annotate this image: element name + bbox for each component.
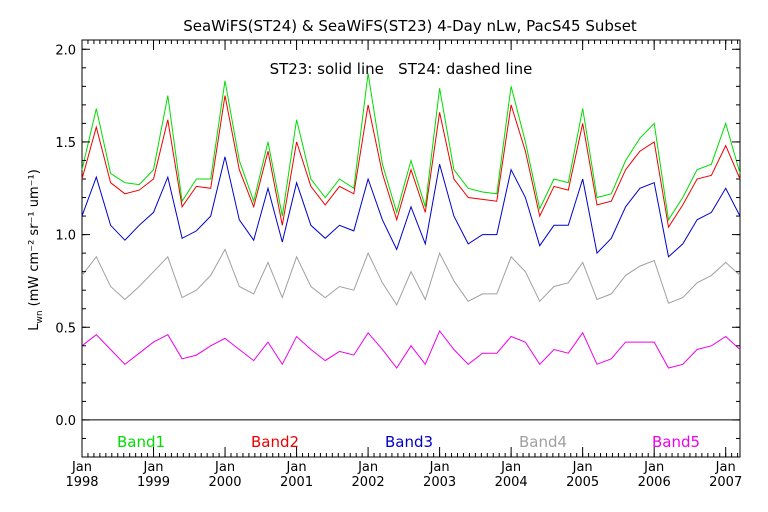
x-tick-month: Jan	[572, 460, 593, 475]
y-tick-label: 0.5	[55, 321, 76, 336]
y-tick-label: 0.0	[55, 414, 76, 429]
x-tick-year: 2001	[280, 475, 313, 490]
x-tick-month: Jan	[357, 460, 378, 475]
line-style-note: ST23: solid line ST24: dashed line	[270, 60, 533, 78]
chart-title: SeaWiFS(ST24) & SeaWiFS(ST23) 4-Day nLw,…	[183, 17, 637, 35]
x-tick-month: Jan	[643, 460, 664, 475]
series-line-band2	[81, 95, 741, 229]
legend-label-band2: Band2	[251, 433, 299, 451]
x-tick-month: Jan	[429, 460, 450, 475]
y-axis-title: Lwn (mW cm⁻² sr⁻¹ um⁻¹)	[27, 169, 45, 331]
y-tick-label: 1.0	[55, 229, 76, 244]
y-axis-subscript: wn	[35, 310, 45, 323]
x-tick-year: 2003	[423, 475, 456, 490]
x-tick-year: 1999	[137, 475, 170, 490]
x-tick-month: Jan	[286, 460, 307, 475]
y-axis-symbol: L	[27, 323, 42, 331]
x-tick-month: Jan	[715, 460, 736, 475]
legend-label-band5: Band5	[652, 433, 700, 451]
x-tick-month: Jan	[500, 460, 521, 475]
svg-text:Lwn (mW cm⁻² sr⁻¹ um⁻¹): Lwn (mW cm⁻² sr⁻¹ um⁻¹)	[27, 169, 45, 331]
x-tick-year: 2000	[208, 475, 241, 490]
series-line-band5	[81, 330, 741, 369]
legend-label-band4: Band4	[519, 433, 567, 451]
y-axis-units: (mW cm⁻² sr⁻¹ um⁻¹)	[27, 169, 42, 306]
legend-label-band3: Band3	[385, 433, 433, 451]
x-tick-year: 2007	[709, 475, 742, 490]
x-tick-year: 2004	[495, 475, 528, 490]
x-tick-year: 2006	[638, 475, 671, 490]
legend-label-band1: Band1	[117, 433, 165, 451]
x-tick-year: 2005	[566, 475, 599, 490]
y-tick-label: 2.0	[55, 43, 76, 58]
x-tick-month: Jan	[71, 460, 92, 475]
x-tick-month: Jan	[142, 460, 163, 475]
y-tick-label: 1.5	[55, 136, 76, 151]
x-tick-year: 2002	[352, 475, 385, 490]
series-line-band3	[81, 156, 741, 258]
x-tick-month: Jan	[214, 460, 235, 475]
x-tick-year: 1998	[65, 475, 98, 490]
plot-frame	[81, 39, 741, 458]
series-line-band4	[81, 248, 741, 307]
series-line-band1	[81, 73, 741, 222]
